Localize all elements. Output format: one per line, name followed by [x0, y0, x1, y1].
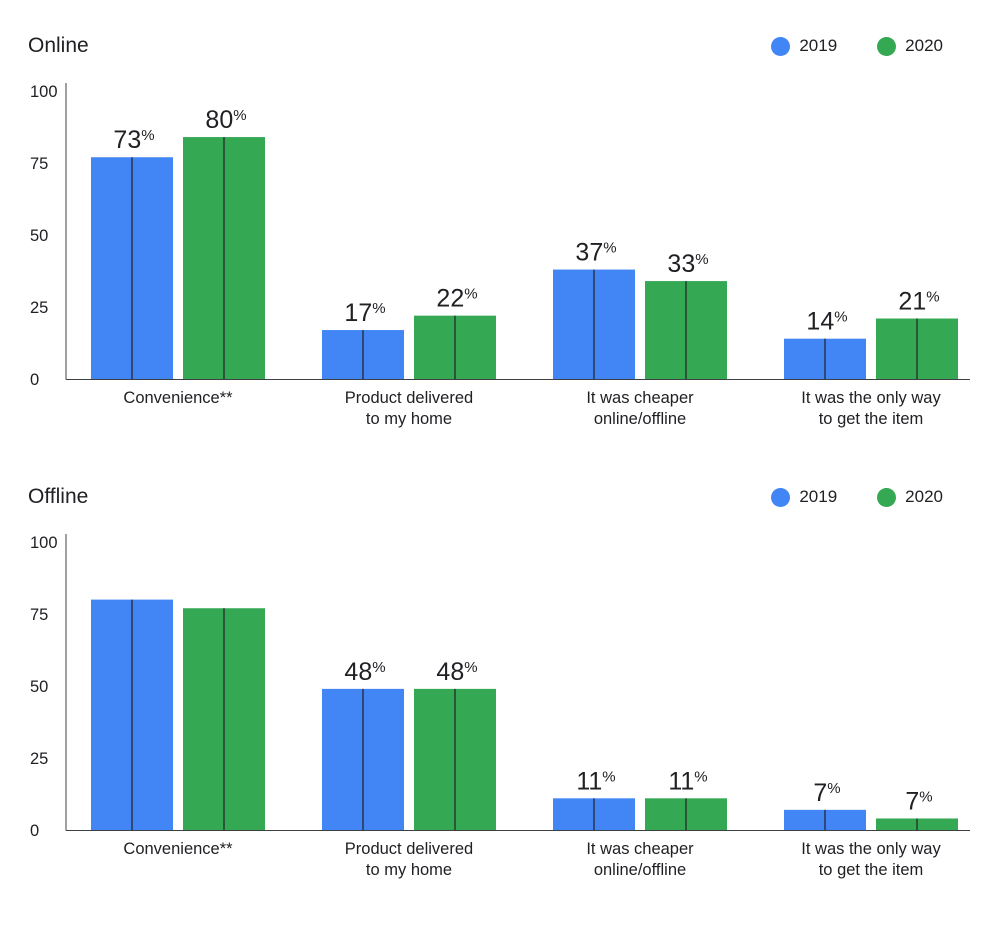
data-label: 11% — [668, 767, 707, 795]
data-label-unit: % — [602, 768, 615, 785]
data-label-value: 7 — [813, 779, 827, 807]
data-label-unit: % — [603, 240, 616, 257]
chart-legend: 2019 2020 — [731, 36, 943, 56]
data-label: 73% — [113, 126, 154, 154]
legend-swatch-2020 — [877, 36, 897, 56]
data-label-value: 11 — [668, 767, 694, 795]
legend-item-2020: 2020 — [877, 487, 943, 507]
data-label-unit: % — [372, 659, 385, 676]
data-label-unit: % — [372, 300, 385, 317]
data-label: 48% — [344, 658, 385, 686]
data-label-value: 22 — [436, 285, 464, 313]
x-category-label: Product delivered to my home — [344, 840, 474, 879]
x-category-label: It was cheaper online/offline — [586, 389, 694, 428]
y-tick-label: 50 — [30, 678, 48, 696]
data-label: 37% — [575, 239, 616, 267]
legend-swatch-2020 — [877, 487, 897, 507]
x-category-label: It was the only way to get the item — [801, 389, 941, 428]
data-label-unit: % — [233, 107, 246, 124]
data-label-unit: % — [919, 788, 932, 805]
legend-swatch-2019 — [771, 36, 791, 56]
chart-legend: 2019 2020 — [731, 487, 943, 507]
legend-item-2019: 2019 — [771, 36, 837, 56]
y-tick-label: 0 — [30, 822, 39, 840]
data-label-value: 7 — [905, 787, 919, 815]
data-label: 80% — [205, 106, 246, 134]
data-label: 33% — [667, 250, 708, 278]
data-label-unit: % — [141, 127, 154, 144]
y-tick-label: 50 — [30, 227, 48, 245]
y-tick-label: 25 — [30, 750, 48, 768]
data-label: 22% — [436, 285, 477, 313]
data-label-unit: % — [827, 780, 840, 797]
x-category-label: It was the only way to get the item — [801, 840, 941, 879]
data-label-value: 48 — [436, 658, 464, 686]
data-label-value: 37 — [575, 239, 603, 267]
data-label: 7% — [905, 787, 932, 815]
legend-label-2019: 2019 — [799, 36, 838, 55]
legend-label-2019: 2019 — [799, 487, 838, 506]
data-label-value: 21 — [898, 288, 926, 316]
x-category-label: Product delivered to my home — [344, 389, 474, 428]
online-chart-panel: Online 2019 2020 0 25 50 75 100 73% 80% 17% 22% 3… — [0, 33, 1001, 483]
chart-title: Offline — [28, 485, 89, 508]
data-label-value: 11 — [576, 767, 602, 795]
data-label-value: 17 — [344, 299, 372, 327]
legend-item-2019: 2019 — [771, 487, 837, 507]
chart-title: Online — [28, 34, 89, 57]
x-category-label: Convenience** — [123, 840, 233, 858]
data-label-unit: % — [464, 659, 477, 676]
data-label-unit: % — [834, 309, 847, 326]
y-tick-label: 25 — [30, 299, 48, 317]
data-label-value: 14 — [806, 308, 834, 336]
data-label-value: 80 — [205, 106, 233, 134]
data-label-unit: % — [695, 251, 708, 268]
y-tick-label: 75 — [30, 155, 48, 173]
y-tick-label: 100 — [30, 534, 58, 552]
data-label: 21% — [898, 288, 939, 316]
data-label: 7% — [813, 779, 840, 807]
legend-label-2020: 2020 — [905, 487, 943, 506]
data-label-value: 33 — [667, 250, 695, 278]
data-label-unit: % — [464, 286, 477, 303]
x-category-label: Convenience** — [123, 389, 233, 407]
y-tick-label: 100 — [30, 83, 58, 101]
data-label: 48% — [436, 658, 477, 686]
data-label-unit: % — [694, 768, 707, 785]
y-tick-label: 0 — [30, 371, 39, 389]
data-label: 11% — [576, 767, 615, 795]
legend-item-2020: 2020 — [877, 36, 943, 56]
offline-chart-panel: Offline 2019 2020 0 25 50 75 100 48% 48% 11% 11%… — [0, 484, 1001, 934]
data-label-value: 48 — [344, 658, 372, 686]
data-label-value: 73 — [113, 126, 141, 154]
x-category-label: It was cheaper online/offline — [586, 840, 694, 879]
legend-swatch-2019 — [771, 487, 791, 507]
legend-label-2020: 2020 — [905, 36, 943, 55]
data-label-unit: % — [926, 289, 939, 306]
data-label: 17% — [344, 299, 385, 327]
data-label: 14% — [806, 308, 847, 336]
y-tick-label: 75 — [30, 606, 48, 624]
